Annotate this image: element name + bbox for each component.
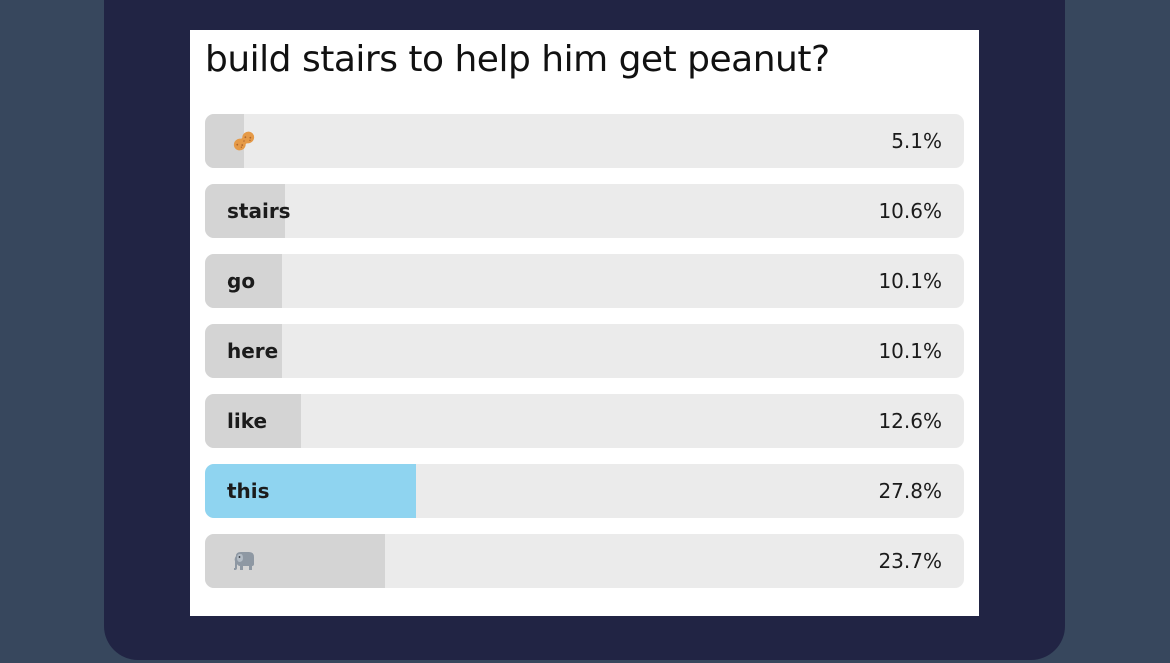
poll-option-label: go [227, 269, 256, 293]
poll-option-bar-fill [205, 394, 301, 448]
poll-options: 5.1% stairs 10.6% go 10.1% here 10.1% li… [205, 114, 964, 604]
poll-option-like[interactable]: like 12.6% [205, 394, 964, 448]
poll-option-percent: 12.6% [878, 409, 942, 433]
poll-option-bar-fill [205, 534, 385, 588]
peanut-icon [233, 131, 255, 151]
poll-option-peanut[interactable]: 5.1% [205, 114, 964, 168]
poll-card: build stairs to help him get peanut? [190, 30, 979, 616]
poll-option-percent: 10.1% [878, 339, 942, 363]
poll-option-stairs[interactable]: stairs 10.6% [205, 184, 964, 238]
poll-option-percent: 10.1% [878, 269, 942, 293]
poll-option-percent: 5.1% [891, 129, 942, 153]
poll-option-this[interactable]: this 27.8% [205, 464, 964, 518]
poll-option-percent: 10.6% [878, 199, 942, 223]
poll-option-elephant[interactable]: 23.7% [205, 534, 964, 588]
poll-option-bar-fill [205, 254, 282, 308]
elephant-icon [234, 552, 254, 570]
poll-option-bar-fill [205, 464, 416, 518]
poll-option-go[interactable]: go 10.1% [205, 254, 964, 308]
poll-option-bar-fill [205, 184, 286, 238]
poll-option-label: here [227, 339, 279, 363]
poll-option-label: this [227, 479, 270, 503]
poll-option-percent: 23.7% [878, 549, 942, 573]
poll-option-label: like [227, 409, 268, 433]
poll-option-label: stairs [227, 199, 291, 223]
poll-option-percent: 27.8% [878, 479, 942, 503]
poll-question: build stairs to help him get peanut? [205, 39, 830, 80]
poll-option-bar-fill [205, 324, 282, 378]
poll-option-here[interactable]: here 10.1% [205, 324, 964, 378]
